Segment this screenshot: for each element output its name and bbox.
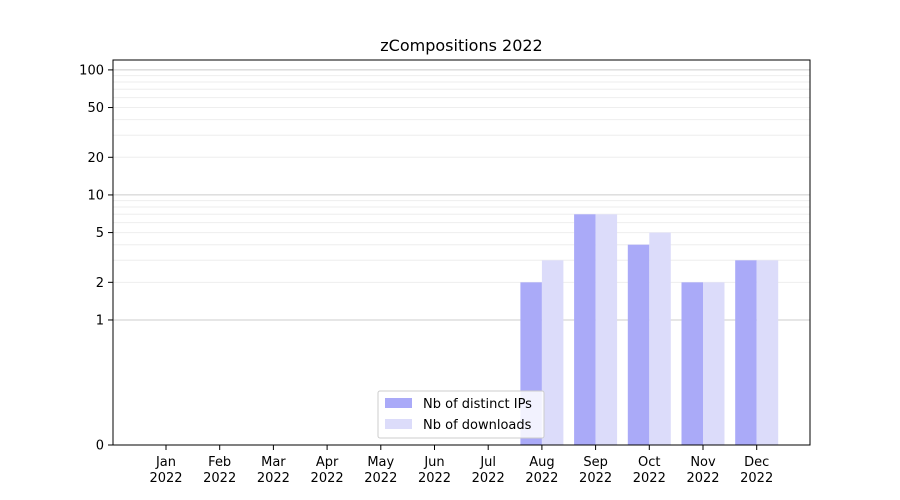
x-tick-label-year: 2022	[740, 471, 773, 486]
legend-box	[377, 390, 545, 439]
x-tick-label-month: Dec	[744, 455, 769, 470]
bar-distinct-ips-dec	[735, 260, 757, 445]
y-tick-label: 50	[87, 101, 104, 116]
x-tick-label-month: Nov	[690, 455, 716, 470]
x-tick-label-month: May	[367, 455, 394, 470]
x-tick-label-month: Aug	[529, 455, 554, 470]
x-tick-label-month: Sep	[583, 455, 608, 470]
x-tick-label-year: 2022	[525, 471, 558, 486]
y-axis: 0 1 2 5 10 20 50 100	[79, 63, 113, 454]
x-tick-label-year: 2022	[579, 471, 612, 486]
plot-frame	[112, 59, 811, 446]
legend-label-downloads: Nb of downloads	[423, 418, 532, 433]
bar-downloads-sep	[595, 214, 618, 445]
bar-distinct-ips-nov	[681, 282, 703, 445]
x-tick-label-year: 2022	[686, 471, 719, 486]
x-tick-label-month: Feb	[208, 455, 231, 470]
x-tick-label-year: 2022	[364, 471, 397, 486]
y-tick-label: 10	[87, 188, 104, 203]
x-tick-label-year: 2022	[633, 471, 666, 486]
y-tick-label: 2	[96, 276, 104, 291]
y-tick-label: 1	[96, 313, 104, 328]
y-tick-label: 0	[96, 439, 104, 454]
legend-label-distinct-ips: Nb of distinct IPs	[423, 397, 532, 412]
x-tick-label-month: Jun	[423, 455, 444, 470]
x-tick-label-year: 2022	[472, 471, 505, 486]
bars	[520, 214, 779, 445]
x-tick-label-month: Jul	[479, 455, 496, 470]
x-tick-label-month: Oct	[638, 455, 660, 470]
legend: Nb of distinct IPs Nb of downloads	[377, 390, 545, 439]
bar-downloads-oct	[649, 232, 671, 445]
x-tick-label-month: Jan	[155, 455, 176, 470]
x-tick-label-year: 2022	[149, 471, 182, 486]
grid-lines	[113, 69, 810, 321]
bar-downloads-dec	[756, 260, 779, 445]
bar-downloads-aug	[541, 260, 564, 445]
y-tick-label: 5	[96, 226, 104, 241]
x-tick-label-month: Apr	[316, 455, 339, 470]
x-axis: Jan2022Feb2022Mar2022Apr2022May2022Jun20…	[149, 445, 773, 486]
y-tick-label: 20	[87, 151, 104, 166]
legend-swatch-downloads	[385, 419, 412, 429]
y-tick-label: 100	[79, 63, 104, 78]
legend-swatch-distinct-ips	[385, 398, 412, 408]
chart-title: zCompositions 2022	[380, 36, 542, 55]
x-tick-label-year: 2022	[311, 471, 344, 486]
bar-distinct-ips-sep	[574, 214, 596, 445]
x-tick-label-year: 2022	[203, 471, 236, 486]
bar-downloads-nov	[703, 282, 725, 445]
x-tick-label-month: Mar	[261, 455, 286, 470]
x-tick-label-year: 2022	[257, 471, 290, 486]
bar-distinct-ips-oct	[627, 244, 650, 445]
x-tick-label-year: 2022	[418, 471, 451, 486]
